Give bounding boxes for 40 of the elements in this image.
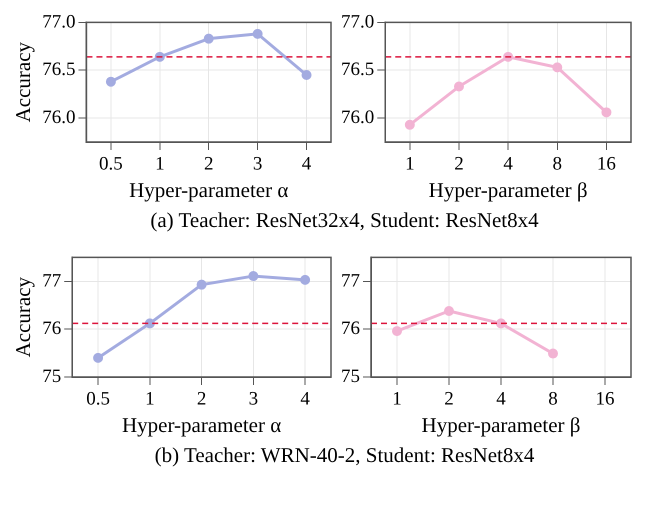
x-tick-label: 3 <box>248 388 258 410</box>
x-tick-label: 3 <box>252 153 262 174</box>
y-tick-label: 76.0 <box>42 107 76 128</box>
y-axis-title: Accuracy <box>11 276 36 358</box>
x-tick-label: 1 <box>145 388 155 410</box>
x-tick-label: 2 <box>204 153 214 174</box>
x-tick-label: 0.5 <box>99 153 123 174</box>
x-axis-title: Hyper-parameter α <box>122 412 282 437</box>
x-tick-label: 1 <box>155 153 165 174</box>
y-tick-label: 76.5 <box>42 59 76 80</box>
y-tick-label: 76 <box>42 318 62 340</box>
y-tick-label: 77 <box>42 270 62 292</box>
y-tick-label: 77 <box>341 270 360 292</box>
x-tick-label: 0.5 <box>86 388 110 410</box>
x-axis-title: Hyper-parameter β <box>428 178 588 202</box>
y-tick-label: 77.0 <box>341 11 374 32</box>
text: (a) Teacher: ResNet32x4, Student: ResNet8x4 <box>149 208 540 233</box>
x-tick-label: 2 <box>444 388 454 410</box>
x-tick-label: 1 <box>405 153 415 174</box>
x-tick-label: 2 <box>454 153 464 174</box>
y-tick-label: 75 <box>341 366 360 387</box>
x-axis-title: Hyper-parameter α <box>129 178 288 202</box>
y-tick-label: 76.0 <box>341 107 374 128</box>
y-axis-title: Accuracy <box>11 41 36 122</box>
y-tick-label: 76.5 <box>341 59 374 80</box>
y-tick-label: 76 <box>341 318 360 340</box>
text: (b) Teacher: WRN-40-2, Student: ResNet8x4 <box>154 443 536 468</box>
x-tick-label: 16 <box>596 388 614 410</box>
x-tick-label: 1 <box>392 388 402 410</box>
y-tick-label: 77.0 <box>42 11 76 32</box>
x-tick-label: 2 <box>196 388 206 410</box>
x-tick-label: 4 <box>302 153 312 174</box>
x-tick-label: 4 <box>300 388 310 410</box>
x-tick-label: 4 <box>496 388 506 410</box>
x-tick-label: 8 <box>552 153 562 174</box>
x-tick-label: 16 <box>596 153 616 174</box>
x-tick-label: 4 <box>503 153 514 174</box>
x-tick-label: 8 <box>548 388 558 410</box>
x-axis-title: Hyper-parameter β <box>422 412 580 437</box>
y-tick-label: 75 <box>42 366 62 387</box>
